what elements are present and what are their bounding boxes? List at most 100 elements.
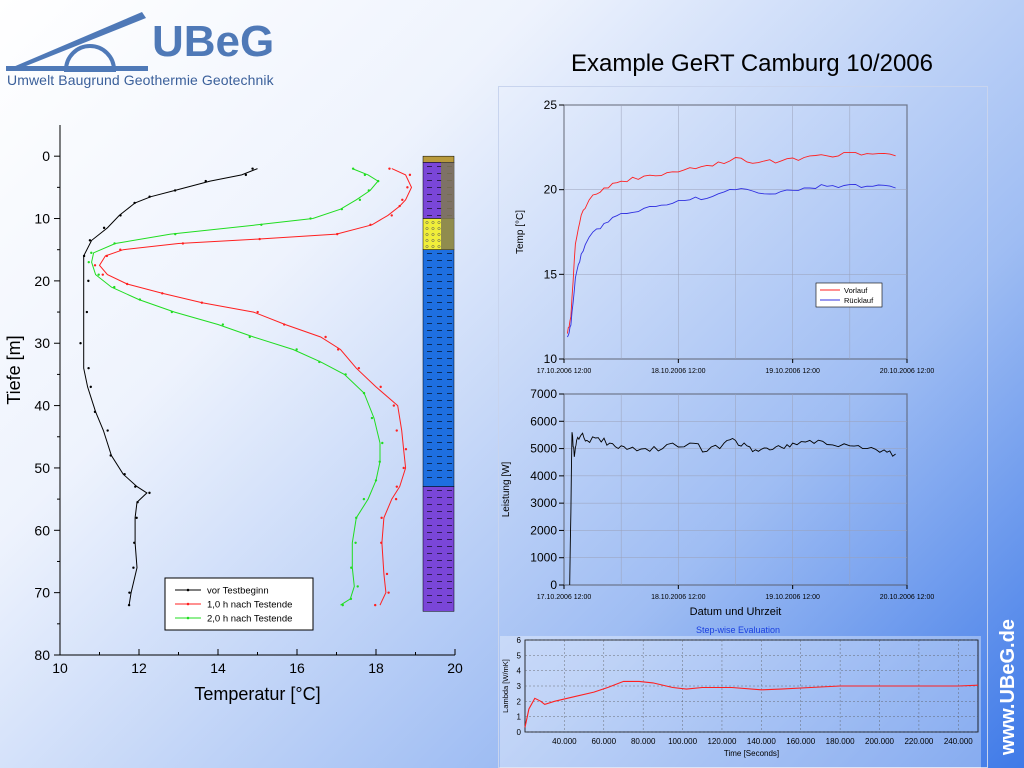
data-point	[135, 516, 138, 520]
x-tick-label: 18.10.2006 12:00	[651, 368, 706, 375]
x-axis-label: Temperatur [°C]	[194, 684, 320, 704]
data-point	[340, 207, 344, 211]
data-point	[390, 214, 393, 217]
depth-profile-chart: 10 12 14 16 18 20 0 10 20 30 40 50 60 70 80 Temperatur …	[4, 125, 463, 704]
data-point	[256, 310, 259, 314]
x-axis-label: Datum und Uhrzeit	[690, 606, 782, 618]
data-point	[362, 497, 366, 501]
data-point	[127, 603, 131, 607]
data-point	[350, 566, 353, 569]
data-point	[355, 516, 358, 520]
data-point	[336, 348, 340, 351]
y-tick-label: 50	[34, 460, 50, 476]
soil-gravel	[437, 227, 441, 230]
data-point	[408, 173, 412, 177]
data-point	[398, 204, 401, 208]
data-point	[406, 186, 409, 189]
data-point	[125, 282, 129, 286]
y-axis-label: Lambda [W/mK]	[501, 659, 510, 713]
data-point	[363, 173, 367, 177]
x-tick-label: 17.10.2006 12:00	[537, 368, 592, 375]
y-tick-label: 10	[34, 211, 50, 227]
y-tick-label: 25	[544, 98, 558, 112]
data-point	[367, 189, 371, 192]
data-point	[173, 189, 177, 192]
data-point	[358, 198, 362, 202]
data-point	[93, 410, 97, 414]
x-tick-label: 12	[131, 660, 147, 676]
legend-marker	[186, 602, 190, 606]
data-point	[344, 373, 347, 376]
soil-gravel	[425, 233, 429, 236]
x-tick-label: 100.000	[668, 737, 697, 746]
data-point	[161, 292, 164, 295]
y-tick-label: 5000	[530, 442, 557, 456]
x-tick-label: 10	[52, 660, 68, 676]
soil-gravel	[425, 221, 429, 224]
x-tick-label: 18	[368, 660, 384, 676]
data-point	[136, 501, 139, 504]
data-point	[341, 603, 344, 607]
x-tick-label: 20	[447, 660, 463, 676]
soil-gravel	[437, 233, 441, 236]
legend-marker	[186, 616, 190, 620]
data-point	[123, 472, 126, 476]
x-tick-label: 60.000	[592, 737, 617, 746]
x-tick-label: 14	[210, 660, 226, 676]
x-tick-label: 140.000	[747, 737, 776, 746]
soil-gravel	[437, 221, 441, 224]
data-point	[200, 301, 204, 304]
data-point	[357, 366, 361, 370]
y-tick-label: 60	[34, 522, 50, 538]
data-point	[401, 198, 404, 202]
data-point	[148, 491, 151, 495]
x-tick-label: 180.000	[826, 737, 855, 746]
data-point	[379, 385, 382, 389]
y-tick-label: 6000	[530, 414, 557, 428]
data-point	[260, 223, 263, 226]
data-point	[109, 454, 112, 457]
y-tick-label: 3000	[530, 496, 557, 510]
data-point	[90, 251, 93, 255]
soil-gravel	[437, 239, 441, 242]
legend-label: 1,0 h nach Testende	[207, 600, 292, 611]
legend	[815, 282, 883, 308]
chart-title: Step-wise Evaluation	[696, 625, 780, 635]
y-tick-label: 30	[34, 335, 50, 351]
logo-subtitle: Umwelt Baugrund Geothermie Geotechnik	[7, 72, 274, 88]
soil-layer	[422, 486, 455, 612]
data-point	[356, 585, 359, 588]
series-line	[567, 183, 896, 338]
x-axis-label: Time [Seconds]	[724, 749, 779, 758]
soil-gravel	[437, 245, 441, 248]
data-point	[374, 479, 378, 482]
soil-strip	[441, 162, 454, 250]
data-point	[295, 348, 298, 351]
data-point	[318, 360, 321, 364]
x-tick-label: 240.000	[944, 737, 973, 746]
y-tick-label: 15	[544, 267, 558, 281]
y-tick-label: 3	[517, 682, 522, 691]
data-point	[387, 591, 390, 594]
side-url: www.UBeG.de	[997, 619, 1019, 756]
data-point	[119, 214, 122, 217]
x-tick-label: 120.000	[707, 737, 736, 746]
data-point	[324, 335, 327, 339]
x-tick-label: 16	[289, 660, 305, 676]
data-point	[392, 404, 396, 407]
soil-gravel	[431, 227, 435, 230]
y-tick-label: 5	[517, 651, 522, 660]
power-time-chart: 0 1000 2000 3000 4000 5000 6000 7000 17.10.2006 …	[501, 387, 934, 618]
y-tick-label: 20	[34, 273, 50, 289]
x-tick-label: 200.000	[865, 737, 894, 746]
data-point	[369, 223, 372, 226]
data-point	[133, 541, 136, 544]
y-tick-label: 4	[517, 667, 522, 676]
y-tick-label: 0	[550, 578, 557, 592]
y-tick-label: 20	[544, 183, 558, 197]
ubeg-logo: UBeG	[6, 12, 274, 72]
y-tick-label: 4000	[530, 469, 557, 483]
side-url-text: www.UBeG.de	[997, 619, 1019, 756]
data-point	[309, 217, 312, 220]
lambda-panel-bg	[500, 636, 981, 768]
